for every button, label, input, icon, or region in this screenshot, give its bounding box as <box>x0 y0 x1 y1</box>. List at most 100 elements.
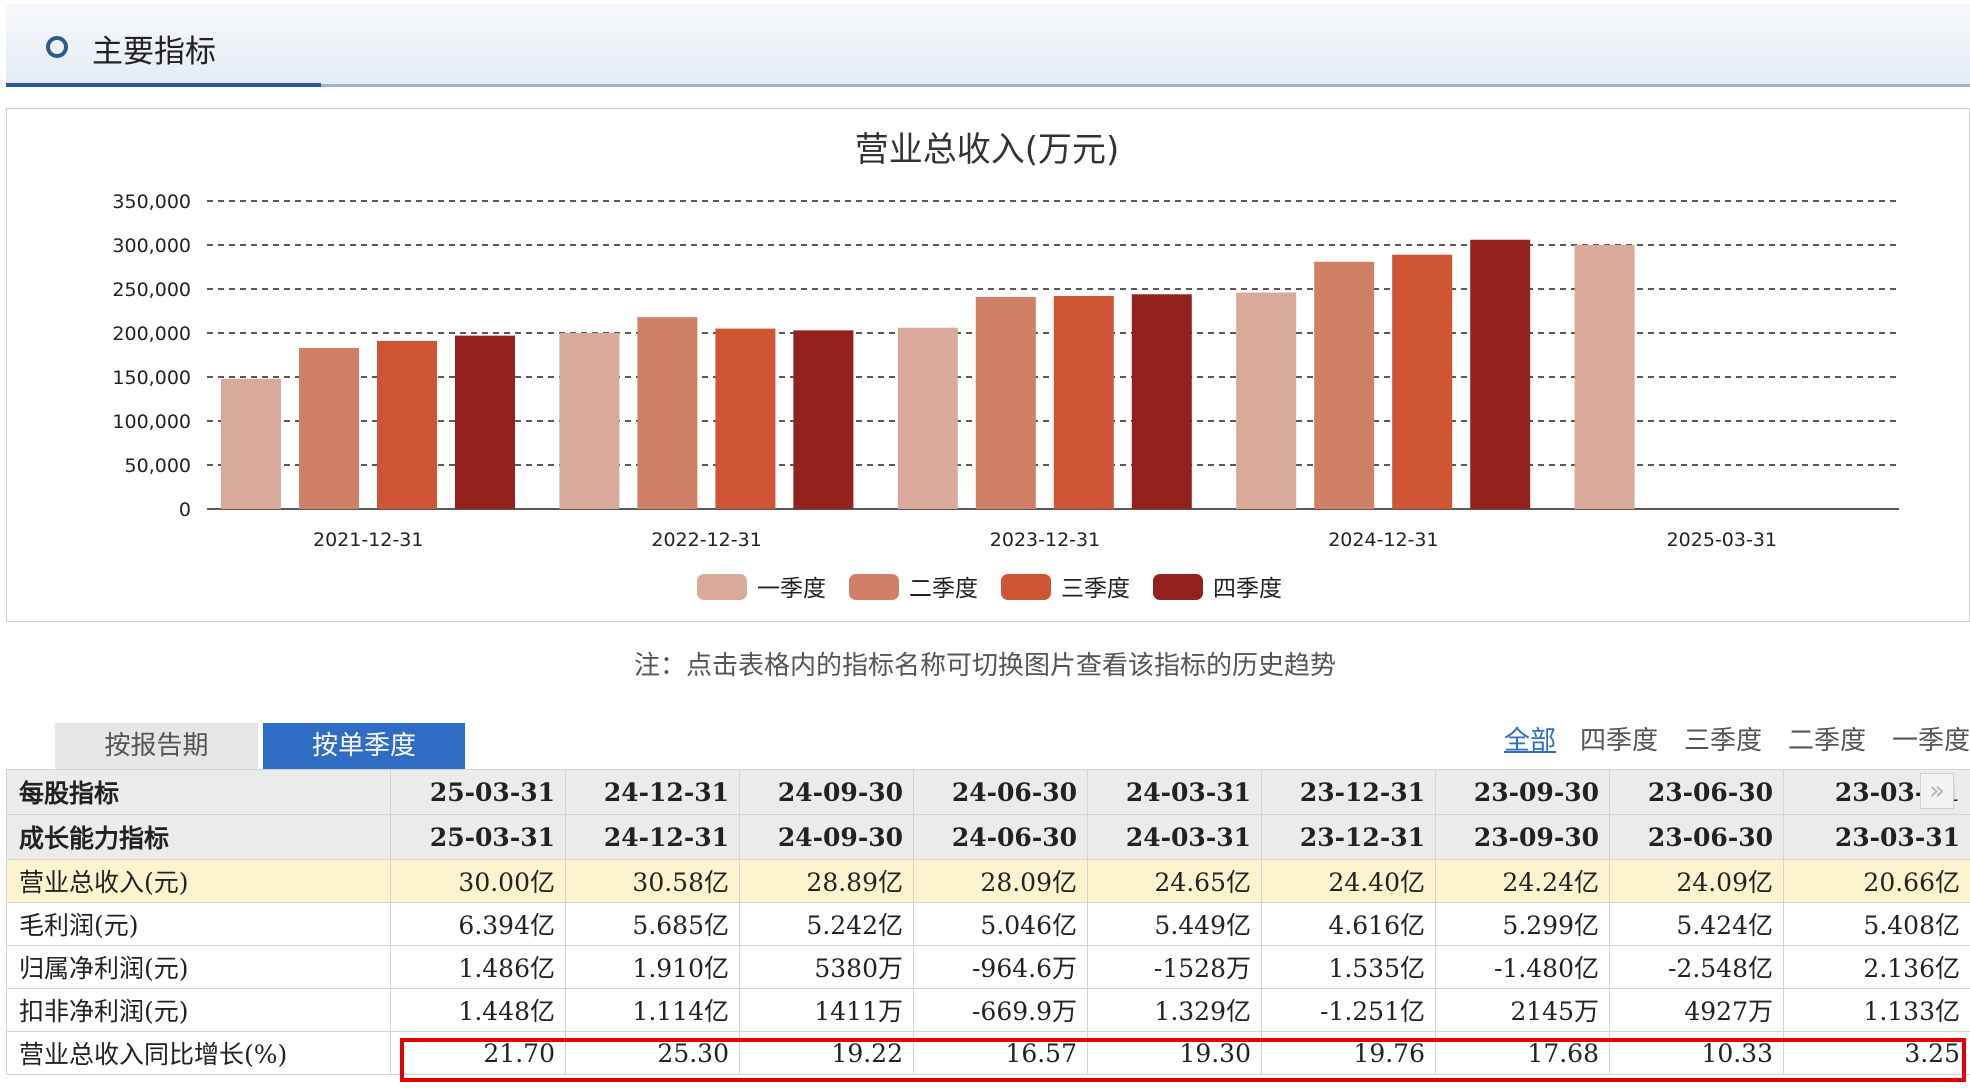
table-row: 毛利润(元) 6.394亿 5.685亿 5.242亿 5.046亿 5.449亿 4.61… <box>6 902 1970 946</box>
table-cell: 28.89亿 <box>739 859 914 903</box>
table-cell: 5.408亿 <box>1783 902 1970 946</box>
tab-report-period[interactable]: 按报告期 <box>55 723 258 769</box>
section-title: 主要指标 <box>92 34 216 70</box>
table-cell: 24.24亿 <box>1435 859 1610 903</box>
chart-note: 注：点击表格内的指标名称可切换图片查看该指标的历史趋势 <box>633 651 1336 681</box>
bar-3-4 <box>1392 254 1453 509</box>
table-cell: -2.548亿 <box>1609 945 1784 989</box>
table-cell: 5.449亿 <box>1087 902 1262 946</box>
filter-q2[interactable]: 二季度 <box>1788 726 1867 756</box>
bar-2-3 <box>975 296 1036 509</box>
table-row: 扣非净利润(元) 1.448亿 1.114亿 1411万 -669.9万 1.329亿 -1… <box>6 988 1970 1032</box>
filter-all[interactable]: 全部 <box>1504 726 1557 756</box>
quarter-filter-bar: 全部 四季度 三季度 二季度 一季度 <box>1500 720 1970 760</box>
table-cell: 30.00亿 <box>390 859 566 903</box>
y-tick-label: 350,000 <box>112 191 191 213</box>
table-cell: 16.57 <box>913 1031 1088 1075</box>
table-cell: 5.242亿 <box>739 902 914 946</box>
y-tick-label: 150,000 <box>112 367 191 389</box>
header-accent-bar <box>6 83 321 87</box>
table-row: 营业总收入(元) 30.00亿 30.58亿 28.89亿 28.09亿 24.65亿 24… <box>6 859 1970 903</box>
table-cell: -1.480亿 <box>1435 945 1610 989</box>
x-tick-label: 2023-12-31 <box>990 529 1100 551</box>
table-cell: 4.616亿 <box>1261 902 1436 946</box>
table-cell: 2145万 <box>1435 988 1610 1032</box>
x-tick-label: 2022-12-31 <box>651 529 761 551</box>
table-cell: 1.133亿 <box>1783 988 1970 1032</box>
x-tick-label: 2024-12-31 <box>1328 529 1438 551</box>
table-cell: 5.299亿 <box>1435 902 1610 946</box>
date-column-header: 23-12-31 <box>1261 769 1436 815</box>
date-column-header: 23-06-30 <box>1609 769 1784 815</box>
table-cell: 25.30 <box>565 1031 740 1075</box>
y-tick-label: 50,000 <box>125 455 191 477</box>
legend-label[interactable]: 四季度 <box>1213 576 1282 602</box>
table-cell: 24.40亿 <box>1261 859 1436 903</box>
date-column-header: 25-03-31 <box>390 814 566 860</box>
table-header-growth: 成长能力指标 25-03-31 24-12-31 24-09-30 24-06-30 24… <box>6 814 1970 860</box>
indicator-name-link[interactable]: 扣非净利润(元) <box>6 988 391 1032</box>
legend-label[interactable]: 一季度 <box>757 576 826 602</box>
bar-1-1 <box>221 378 281 509</box>
y-tick-label: 200,000 <box>112 323 191 345</box>
bar-3-1 <box>377 340 437 509</box>
table-cell: 19.30 <box>1087 1031 1262 1075</box>
legend-swatch <box>1153 574 1203 600</box>
row-header-label: 成长能力指标 <box>6 814 391 860</box>
table-row: 营业总收入同比增长(%) 21.70 25.30 19.22 16.57 19.30 19.… <box>6 1031 1970 1075</box>
revenue-bar-chart: 营业总收入(万元) 0 50,000 100,000 150,000 200,000 250… <box>112 130 1899 602</box>
y-tick-label: 250,000 <box>112 279 191 301</box>
indicator-name-link[interactable]: 营业总收入(元) <box>6 859 391 903</box>
table-cell: 30.58亿 <box>565 859 740 903</box>
table-cell: 1.329亿 <box>1087 988 1262 1032</box>
filter-q4[interactable]: 四季度 <box>1580 726 1659 756</box>
table-cell: 1.448亿 <box>390 988 566 1032</box>
table-cell: 5380万 <box>739 945 914 989</box>
table-cell: 1.486亿 <box>390 945 566 989</box>
scroll-right-icon[interactable]: » <box>1920 773 1954 809</box>
table-cell: 5.046亿 <box>913 902 1088 946</box>
table-cell: 21.70 <box>390 1031 566 1075</box>
table-cell: 19.76 <box>1261 1031 1436 1075</box>
legend-label[interactable]: 二季度 <box>909 576 978 602</box>
table-cell: 2.136亿 <box>1783 945 1970 989</box>
table-cell: 4927万 <box>1609 988 1784 1032</box>
legend-swatch <box>697 574 747 600</box>
table-header-per-share: 每股指标 25-03-31 24-12-31 24-09-30 24-06-30 24-0… <box>6 769 1970 815</box>
date-column-header: 24-12-31 <box>565 769 740 815</box>
indicator-name-link[interactable]: 归属净利润(元) <box>6 945 391 989</box>
indicator-name-link[interactable]: 毛利润(元) <box>6 902 391 946</box>
filter-q1[interactable]: 一季度 <box>1892 726 1970 756</box>
table-cell: -964.6万 <box>913 945 1088 989</box>
table-cell: 10.33 <box>1609 1031 1784 1075</box>
bar-4-4 <box>1470 239 1531 509</box>
date-column-header: 24-12-31 <box>565 814 740 860</box>
table-cell: -1528万 <box>1087 945 1262 989</box>
bar-4-1 <box>455 335 515 509</box>
y-tick-label: 300,000 <box>112 235 191 257</box>
bar-2-2 <box>637 317 698 509</box>
tab-single-quarter[interactable]: 按单季度 <box>263 723 465 769</box>
filter-q3[interactable]: 三季度 <box>1684 726 1763 756</box>
table-cell: -669.9万 <box>913 988 1088 1032</box>
bar-4-2 <box>793 330 854 509</box>
y-tick-label: 100,000 <box>112 411 191 433</box>
date-column-header: 24-06-30 <box>913 814 1088 860</box>
row-header-label: 每股指标 <box>6 769 391 815</box>
table-cell: 24.65亿 <box>1087 859 1262 903</box>
date-column-header: 24-06-30 <box>913 769 1088 815</box>
date-column-header: 25-03-31 <box>390 769 566 815</box>
date-column-header: 24-09-30 <box>739 814 914 860</box>
section-header: 主要指标 <box>6 4 1970 87</box>
table-cell: 3.25 <box>1783 1031 1970 1075</box>
bar-4-3 <box>1131 294 1192 509</box>
table-row: 归属净利润(元) 1.486亿 1.910亿 5380万 -964.6万 -1528万 1.… <box>6 945 1970 989</box>
bar-3-3 <box>1053 296 1114 509</box>
legend-label[interactable]: 三季度 <box>1061 576 1130 602</box>
y-tick-label: 0 <box>179 499 191 521</box>
bar-3-2 <box>715 328 776 509</box>
indicators-table: 每股指标 25-03-31 24-12-31 24-09-30 24-06-30 24-0… <box>6 769 1970 1075</box>
legend-swatch <box>849 574 899 600</box>
indicator-name-link[interactable]: 营业总收入同比增长(%) <box>6 1031 391 1075</box>
date-column-header: 23-09-30 <box>1435 814 1610 860</box>
